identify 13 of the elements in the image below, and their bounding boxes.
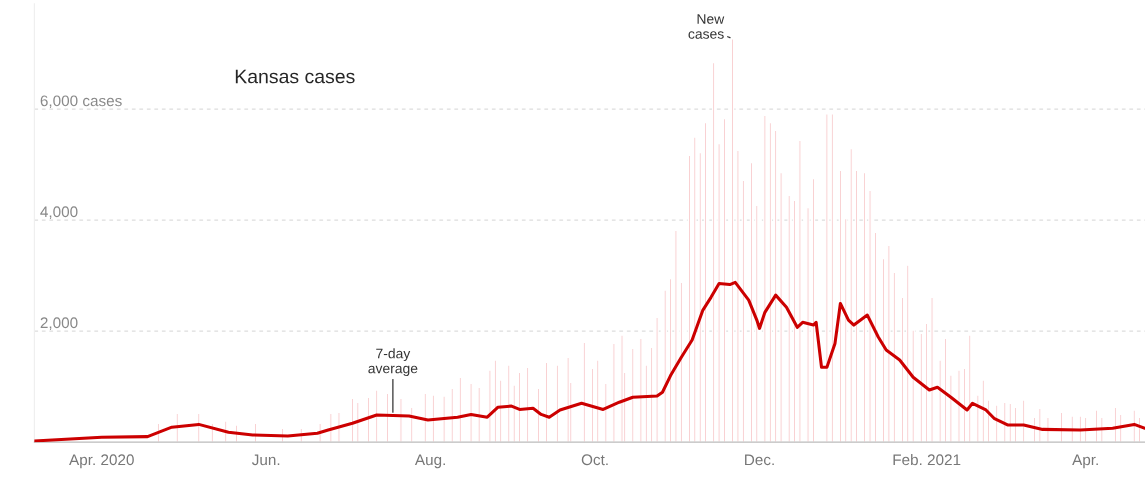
y-tick-label: 6,000 cases [40,95,122,109]
x-tick-label: Feb. 2021 [893,453,961,466]
x-tick-label: Oct. [581,454,608,466]
x-tick-label: Aug. [414,454,445,469]
text: Kansas cases [235,69,355,84]
y-tick-label: 4,000 [40,206,78,219]
annotation: 7-day average [368,348,418,377]
x-tick-label: Jun. [251,454,280,466]
x-tick-label: Dec. [745,454,774,466]
x-tick-label: Apr. [1072,454,1098,469]
x-tick-label: Apr. 2020 [69,454,134,469]
y-tick-label: 2,000 [40,317,78,330]
annotation: New cases [688,14,725,39]
